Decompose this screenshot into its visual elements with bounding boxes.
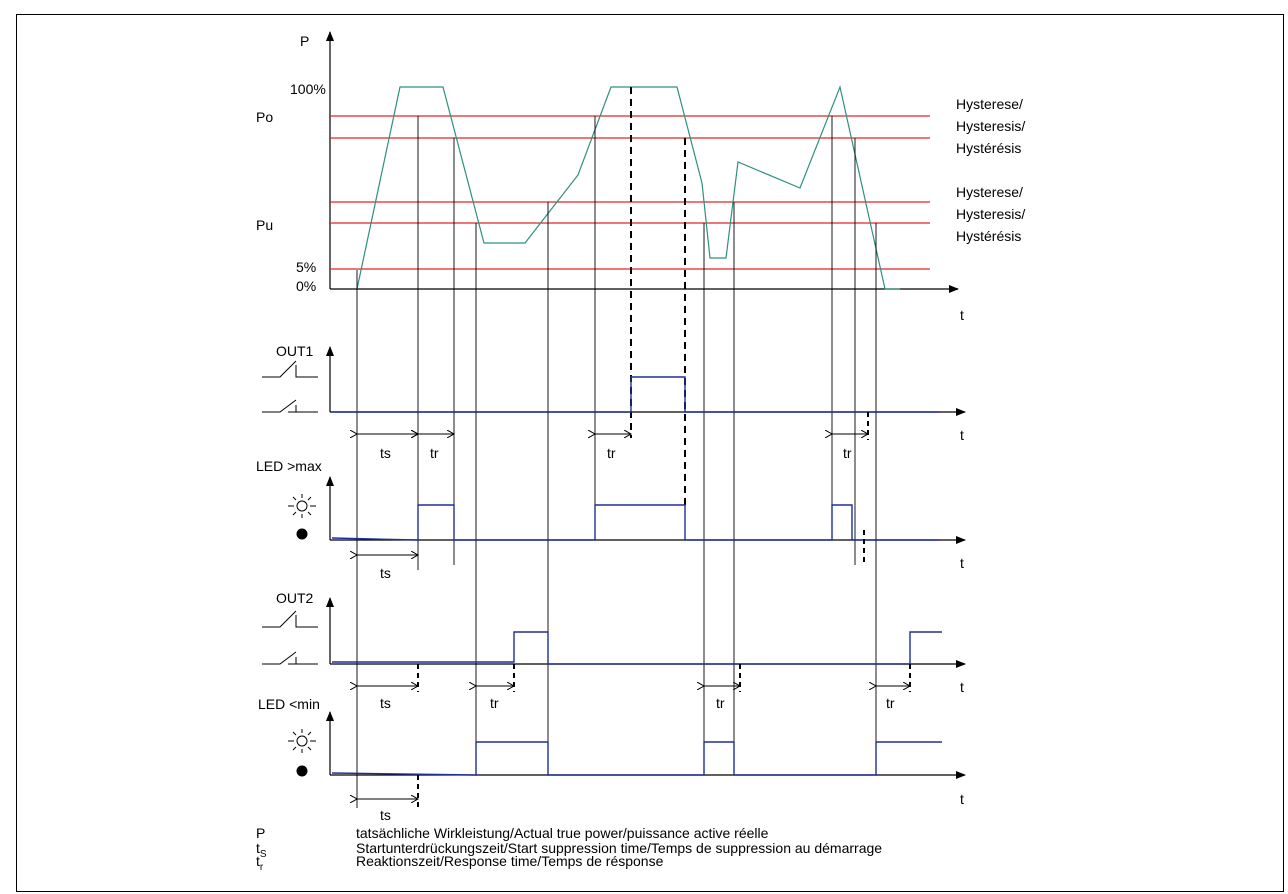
t-label: t [960,679,964,695]
led-min-signal [331,741,942,776]
t-label: t [960,427,964,443]
label-po: Po [256,109,273,125]
tr-label: tr [843,445,852,461]
led-off-icon [296,765,308,777]
hysteresis-lower-1: Hysterese/ [956,184,1023,200]
out2-label: OUT2 [276,590,314,606]
hysteresis-upper-1: Hysterese/ [956,96,1023,112]
hysteresis-upper-3: Hystérésis [956,140,1021,156]
ts-label: ts [380,445,391,461]
dashed-guides [630,87,686,505]
led-min-graph: LED <min t [258,696,966,808]
led-off-icon [296,528,308,540]
closed-contact-symbol [262,399,318,413]
closed-contact-symbol [262,651,318,665]
hysteresis-upper-2: Hysteresis/ [956,118,1025,134]
out2-graph: OUT2 t [262,590,966,695]
hysteresis-lower-3: Hystérésis [956,228,1021,244]
t-label: t [960,791,964,807]
ts-label: ts [380,565,391,581]
out1-label: OUT1 [276,343,314,359]
power-curve [356,84,900,290]
open-contact-symbol [262,360,318,378]
power-graph: P t 100% Po Pu 5% 0% Hysterese/ Hysteres… [256,31,1025,323]
label-5: 5% [296,259,316,275]
out1-signal [332,376,940,413]
led-on-icon [288,494,316,518]
legend-symbol: tS [256,840,267,860]
led-min-label: LED <min [258,696,320,712]
out2-signal [332,631,942,665]
tr-label: tr [886,695,895,711]
legend-symbol: P [256,825,266,841]
t-label: t [960,307,964,323]
legend-symbol: tr [256,853,264,873]
diagram-frame [16,14,1284,892]
p-axis-label: P [300,33,309,49]
out1-graph: OUT1 t [262,343,966,443]
label-100: 100% [290,81,326,97]
led-max-signal [331,504,940,541]
tr-label: tr [716,695,725,711]
ts-label: ts [380,807,391,823]
led-on-icon [288,729,316,753]
tr-label: tr [607,445,616,461]
led-max-graph: LED >max t [256,458,966,571]
label-pu: Pu [256,217,273,233]
guide-lines [356,116,877,808]
legend-text: Startunterdrückungszeit/Start suppressio… [356,840,883,856]
legend-text: Reaktionszeit/Response time/Temps de rés… [356,853,664,869]
tr-label: tr [490,695,499,711]
t-label: t [960,555,964,571]
label-0: 0% [296,278,316,294]
tr-label: tr [430,445,439,461]
ts-label: ts [380,695,391,711]
legend-text: tatsächliche Wirkleistung/Actual true po… [356,825,769,841]
hysteresis-lower-2: Hysteresis/ [956,206,1025,222]
open-contact-symbol [262,610,318,628]
led-max-label: LED >max [256,458,322,474]
